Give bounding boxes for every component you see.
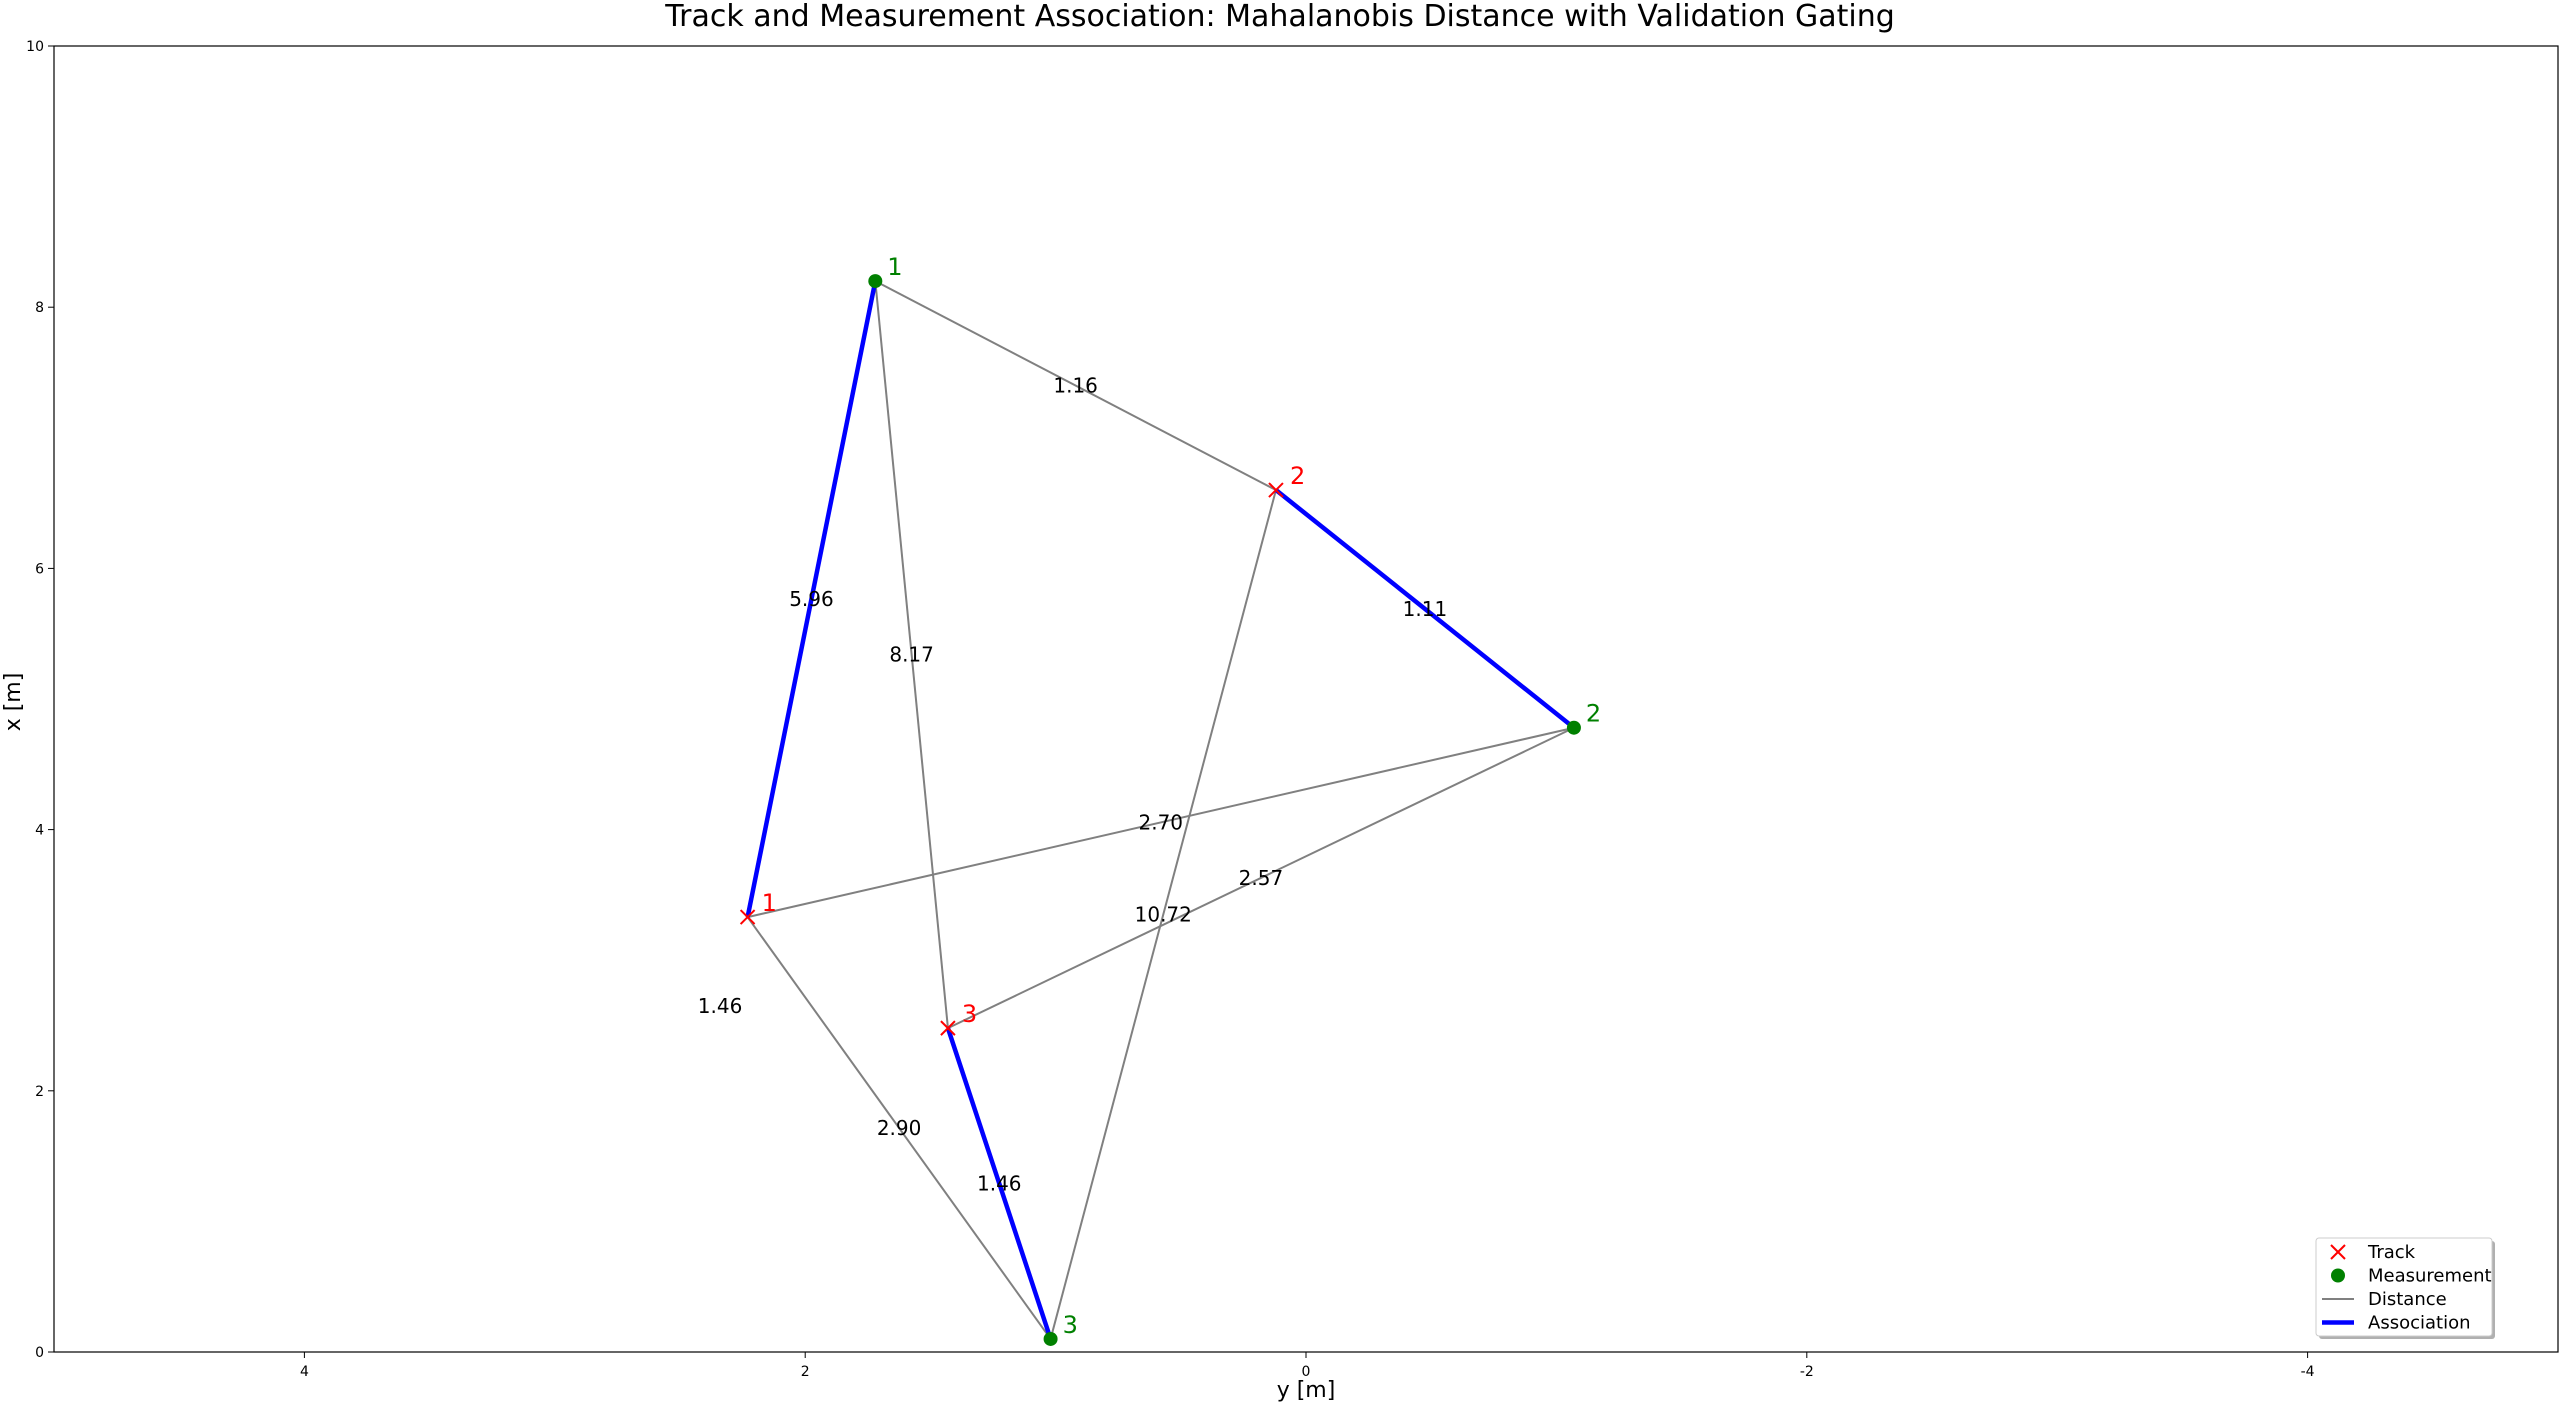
legend-label: Association (2368, 1313, 2471, 1334)
plot-frame (53, 45, 2559, 1353)
y-axis-label: x [m] (1, 673, 26, 732)
distance-value-label: 1.46 (977, 1172, 1022, 1196)
legend-measurement-symbol (2331, 1268, 2345, 1283)
data-markers: 1 2 3 1 2 3 (739, 253, 1601, 1346)
y-tick-label: 8 (35, 300, 44, 316)
y-tick-label: 0 (35, 1345, 44, 1361)
track-marker-stroke (739, 909, 756, 925)
distance-value-label: 2.57 (1239, 866, 1284, 890)
measurement-marker (1566, 720, 1581, 735)
y-axis-ticks: 0 2 4 6 8 10 (26, 39, 54, 1361)
association-line (745, 280, 878, 918)
track-marker (739, 909, 756, 925)
distance-value-label: 10.72 (1135, 902, 1192, 926)
legend-label: Measurement (2368, 1266, 2492, 1287)
legend-label: Track (2367, 1242, 2416, 1263)
distance-line (874, 280, 1277, 491)
distance-value-label: 2.70 (1139, 810, 1184, 834)
measurement-label: 1 (887, 253, 902, 281)
track-label: 2 (1290, 462, 1305, 490)
x-tick-label: -4 (2301, 1364, 2315, 1380)
track-label: 1 (762, 889, 777, 917)
x-tick-label: 4 (300, 1364, 309, 1380)
legend-label: Distance (2368, 1289, 2447, 1310)
legend-box (2315, 1237, 2493, 1337)
distance-value-label: 1.46 (698, 994, 743, 1018)
x-tick-label: 0 (1302, 1364, 1311, 1380)
distance-line (1049, 489, 1277, 1340)
distance-labels: 5.96 2.70 2.90 1.16 1.11 10.72 8.17 2.57 1.46 1.4… (698, 374, 1447, 1196)
distance-links (745, 280, 1576, 1340)
measurement-label: 3 (1063, 1311, 1078, 1339)
association-line (1274, 488, 1576, 730)
track-marker (940, 1020, 956, 1036)
x-tick-label: 2 (801, 1364, 810, 1380)
track-marker-stroke (1268, 482, 1284, 498)
distance-line (747, 726, 1575, 919)
association-line (945, 1027, 1053, 1340)
y-tick-label: 4 (35, 823, 44, 839)
y-tick-label: 10 (26, 39, 44, 55)
measurement-marker (868, 274, 883, 289)
x-axis-label: y [m] (1277, 1378, 1336, 1403)
distance-value-label: 8.17 (889, 643, 934, 667)
distance-value-label: 1.11 (1403, 597, 1448, 621)
distance-line (874, 280, 949, 1029)
distance-line (947, 726, 1575, 1030)
legend-track-symbol (2330, 1244, 2346, 1260)
y-tick-label: 2 (35, 1084, 44, 1100)
distance-value-label: 5.96 (789, 587, 834, 611)
x-axis-ticks: 4 2 0 -2 -4 (300, 1352, 2315, 1380)
distance-value-label: 2.90 (877, 1116, 922, 1140)
chart-title: Track and Measurement Association: Mahal… (664, 0, 1895, 34)
track-marker-stroke (940, 1020, 956, 1036)
y-tick-label: 6 (35, 561, 44, 577)
measurement-label: 2 (1586, 700, 1601, 728)
distance-line (746, 916, 1052, 1340)
distance-value-label: 1.16 (1053, 374, 1098, 398)
measurement-marker (1043, 1331, 1058, 1346)
track-marker (1268, 482, 1284, 498)
x-tick-label: -2 (1800, 1364, 1814, 1380)
track-label: 3 (962, 1000, 977, 1028)
